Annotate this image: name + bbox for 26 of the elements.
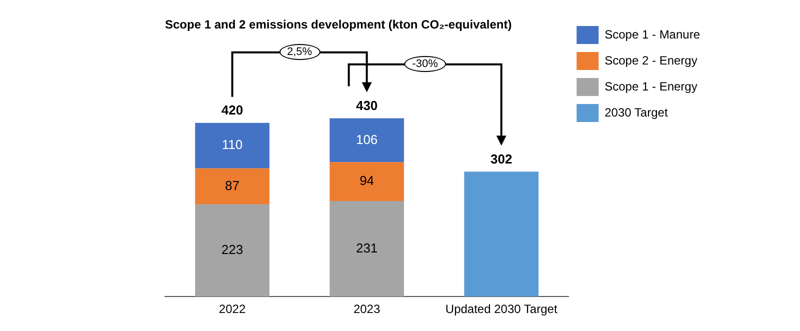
data-label: 94 [360, 173, 374, 188]
bar [464, 172, 539, 297]
legend-label: Scope 1 - Energy [604, 79, 698, 94]
legend-label: Scope 1 - Manure [604, 27, 700, 42]
bar [330, 201, 404, 297]
data-label: 223 [221, 242, 244, 258]
data-label: 106 [356, 132, 378, 147]
data-label: 231 [356, 240, 378, 256]
total-label: 420 [221, 102, 244, 118]
total-label: 430 [356, 98, 378, 113]
bar [195, 204, 270, 297]
legend-label: 2030 Target [604, 105, 668, 120]
x-tick-label: 2022 [218, 302, 246, 316]
text: 2,5% [278, 44, 320, 60]
total-label: 302 [490, 151, 512, 166]
bar [330, 162, 404, 202]
data-label: 87 [225, 178, 240, 193]
bar [195, 122, 270, 168]
text: -30% [404, 56, 446, 72]
bar [330, 118, 404, 162]
x-tick-label: 2023 [353, 302, 380, 316]
legend-label: Scope 2 - Energy [604, 53, 698, 68]
chart-title: Scope 1 and 2 emissions development (kton CO₂-equivalent) [165, 18, 512, 32]
bar [195, 168, 270, 204]
x-tick-label: Updated 2030 Target [445, 302, 558, 316]
data-label: 110 [222, 137, 243, 152]
